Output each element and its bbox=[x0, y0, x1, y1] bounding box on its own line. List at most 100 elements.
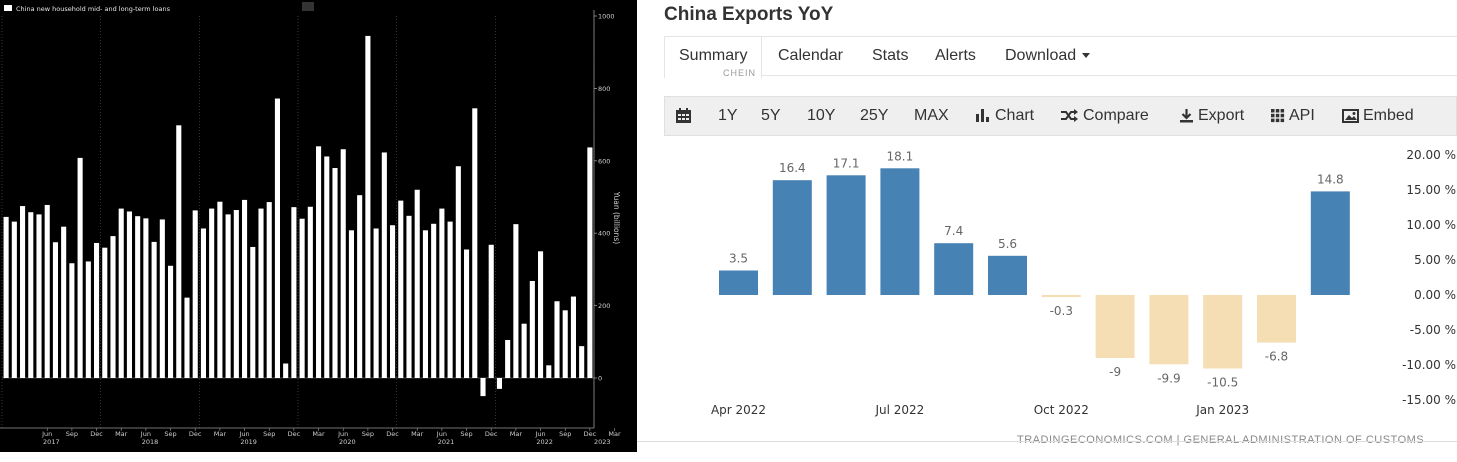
loan-bar bbox=[398, 200, 404, 378]
y-tick-label: 20.00 % bbox=[1406, 148, 1456, 162]
loan-bar bbox=[365, 35, 371, 378]
loan-bar bbox=[77, 157, 83, 378]
embed-label: Embed bbox=[1363, 107, 1414, 124]
exports-bar bbox=[988, 255, 1027, 295]
tab-download-label: Download bbox=[1005, 47, 1077, 64]
month-label: Sep bbox=[164, 430, 176, 438]
chart-button[interactable]: Chart bbox=[975, 97, 1034, 135]
month-label: Jun bbox=[238, 430, 249, 438]
loan-bar bbox=[20, 206, 26, 378]
year-label: 2019 bbox=[240, 438, 257, 446]
calendar-icon[interactable] bbox=[675, 97, 692, 135]
y-tick-label: 0.00 % bbox=[1414, 288, 1456, 302]
loan-bar bbox=[488, 244, 494, 378]
loan-bar bbox=[209, 208, 215, 378]
exports-widget: China Exports YoY Summary Calendar Stats… bbox=[637, 0, 1457, 462]
exports-bar bbox=[826, 175, 866, 295]
tab-stats[interactable]: Stats bbox=[872, 47, 909, 64]
loan-bar bbox=[316, 146, 322, 378]
download-icon bbox=[1180, 109, 1193, 123]
loan-bar bbox=[11, 221, 17, 378]
tab-summary[interactable]: Summary bbox=[664, 37, 763, 78]
x-tick-label: Jul 2022 bbox=[874, 403, 924, 417]
period-1y[interactable]: 1Y bbox=[718, 107, 738, 124]
bar-value-label: -0.3 bbox=[1050, 304, 1073, 318]
loan-bar bbox=[546, 365, 552, 378]
export-button[interactable]: Export bbox=[1179, 97, 1244, 135]
loan-bar bbox=[250, 246, 256, 378]
api-button[interactable]: API bbox=[1270, 97, 1315, 135]
loan-bar bbox=[299, 218, 305, 378]
y-tick-label: -10.00 % bbox=[1402, 358, 1456, 372]
loan-bar bbox=[3, 216, 9, 378]
tab-download[interactable]: Download bbox=[1005, 37, 1091, 77]
month-label: Jun bbox=[534, 430, 545, 438]
period-10y[interactable]: 10Y bbox=[807, 107, 836, 124]
compare-button[interactable]: Compare bbox=[1060, 97, 1149, 135]
chart-toolbar: 1Y 5Y 10Y 25Y MAX Chart Compare Export A… bbox=[664, 96, 1457, 136]
y-tick-label: 10.00 % bbox=[1406, 218, 1456, 232]
api-label: API bbox=[1289, 107, 1315, 124]
x-tick-label: Oct 2022 bbox=[1034, 403, 1089, 417]
loan-bar bbox=[258, 208, 264, 378]
loans-chart-panel: China new household mid- and long-term l… bbox=[0, 0, 637, 452]
exports-bar bbox=[1095, 295, 1135, 358]
loan-bar bbox=[529, 280, 535, 378]
tab-alerts[interactable]: Alerts bbox=[935, 47, 976, 64]
shuffle-icon bbox=[1061, 109, 1078, 123]
loan-bar bbox=[36, 214, 42, 378]
exports-bar bbox=[719, 270, 758, 295]
month-label: Jun bbox=[140, 430, 151, 438]
loan-bar bbox=[168, 265, 174, 378]
loan-bar bbox=[447, 221, 453, 378]
year-label: 2021 bbox=[438, 438, 455, 446]
loan-bar bbox=[422, 230, 428, 378]
month-label: Dec bbox=[386, 430, 399, 438]
loan-bar bbox=[102, 247, 108, 378]
year-label: 2022 bbox=[536, 438, 553, 446]
exports-bar bbox=[1041, 295, 1081, 298]
legend-label: China new household mid- and long-term l… bbox=[16, 5, 171, 13]
embed-button[interactable]: Embed bbox=[1342, 97, 1414, 135]
loan-bar bbox=[554, 301, 560, 378]
loan-bar bbox=[340, 149, 346, 378]
loan-bar bbox=[233, 210, 239, 378]
y-tick-label: -5.00 % bbox=[1410, 323, 1456, 337]
y-tick-label: 800 bbox=[598, 85, 610, 93]
period-5y[interactable]: 5Y bbox=[761, 107, 781, 124]
month-label: Mar bbox=[411, 430, 424, 438]
loan-bar bbox=[126, 211, 132, 378]
exports-bar bbox=[1257, 295, 1296, 343]
loan-bar bbox=[431, 223, 437, 378]
loan-bar bbox=[324, 156, 330, 378]
month-label: Mar bbox=[115, 430, 128, 438]
period-25y[interactable]: 25Y bbox=[860, 107, 889, 124]
chart-handle-icon[interactable] bbox=[302, 2, 314, 11]
x-ticks: Jun Sep Dec Mar Jun Sep Dec Mar Jun Sep Dec Mar Jun S… bbox=[41, 428, 621, 446]
exports-bar bbox=[934, 243, 974, 295]
loan-bar bbox=[283, 363, 289, 378]
loan-bar bbox=[480, 378, 486, 397]
month-label: Dec bbox=[288, 430, 301, 438]
loan-bar bbox=[69, 263, 75, 378]
tab-calendar[interactable]: Calendar bbox=[778, 47, 843, 64]
bar-value-label: -10.5 bbox=[1207, 376, 1238, 390]
month-label: Sep bbox=[263, 430, 275, 438]
period-max[interactable]: MAX bbox=[914, 107, 949, 124]
loan-bar bbox=[151, 241, 157, 378]
year-label: 2023 bbox=[594, 438, 611, 446]
y-tick-label: 0 bbox=[598, 375, 602, 383]
bar-value-label: 7.4 bbox=[944, 224, 963, 238]
loan-bar bbox=[373, 228, 379, 378]
bar-value-label: 14.8 bbox=[1317, 172, 1344, 186]
source-credit: TRADINGECONOMICS.COM | GENERAL ADMINISTR… bbox=[1017, 434, 1425, 446]
loan-bar bbox=[52, 242, 58, 378]
month-label: Dec bbox=[189, 430, 202, 438]
loan-bar bbox=[225, 214, 231, 378]
bottom-divider bbox=[637, 441, 1457, 442]
loan-bar bbox=[184, 297, 190, 378]
loan-bar bbox=[28, 212, 34, 378]
loan-bar bbox=[61, 226, 67, 378]
y-axis-label: Yuan (billions) bbox=[612, 191, 621, 244]
grid-icon bbox=[1271, 109, 1285, 123]
